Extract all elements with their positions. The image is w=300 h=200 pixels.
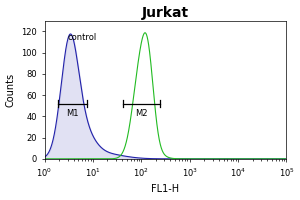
Text: M2: M2: [135, 109, 148, 118]
Text: control: control: [68, 33, 97, 42]
Y-axis label: Counts: Counts: [6, 73, 16, 107]
X-axis label: FL1-H: FL1-H: [152, 184, 180, 194]
Text: M1: M1: [66, 109, 79, 118]
Title: Jurkat: Jurkat: [142, 6, 189, 20]
